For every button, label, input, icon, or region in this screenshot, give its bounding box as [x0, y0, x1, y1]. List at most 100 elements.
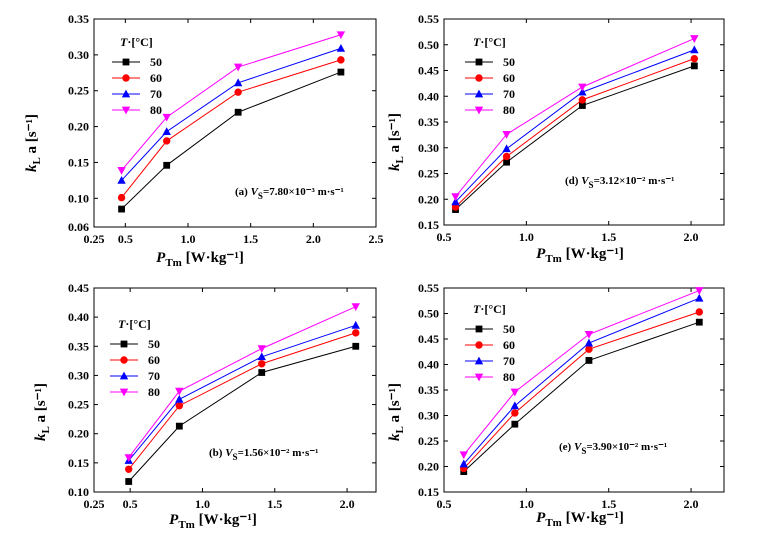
- data-point-60: [162, 137, 171, 145]
- legend-marker-60: [122, 74, 130, 82]
- data-point-70: [451, 197, 460, 206]
- legend-title: T·[°C]: [118, 317, 151, 331]
- series-line-60: [121, 59, 342, 198]
- data-point-80: [162, 113, 171, 122]
- data-point-50: [511, 420, 519, 428]
- y-tick-label: 0.30: [68, 368, 89, 382]
- data-point-70: [584, 338, 594, 347]
- legend-title: T·[°C]: [120, 35, 153, 49]
- y-tick-label: 0.30: [68, 48, 89, 62]
- data-point-70: [336, 44, 346, 52]
- series-line-60: [128, 332, 356, 470]
- legend-label-70: 70: [503, 354, 515, 368]
- x-tick-label: 2.0: [306, 232, 321, 246]
- data-point-80: [257, 345, 266, 354]
- data-point-80: [124, 454, 133, 463]
- y-tick-label: 0.35: [418, 383, 439, 397]
- series-line-50: [128, 345, 356, 482]
- data-point-80: [175, 387, 184, 396]
- y-tick-label: 0.35: [68, 12, 89, 26]
- data-point-50: [234, 108, 242, 116]
- x-tick-label: 0.5: [437, 497, 452, 511]
- legend-label-70: 70: [503, 87, 515, 101]
- y-tick-label: 0.25: [68, 84, 89, 98]
- chart-panel-b: 0.25 0.5 1.0 1.5 2.0 0.10 0.15 0.20 0.25 0.30 0.35…: [33, 281, 377, 531]
- series-line-60: [463, 311, 700, 469]
- data-point-50: [578, 102, 586, 109]
- data-point-70: [695, 293, 704, 302]
- legend: T·[°C] 50 60 70 80: [465, 302, 515, 384]
- x-tick-label: 1.0: [195, 497, 210, 511]
- y-tick-label: 0.55: [418, 281, 439, 295]
- series-line-80: [455, 38, 695, 197]
- data-point-80: [584, 331, 594, 339]
- legend-label-60: 60: [150, 71, 162, 85]
- legend-marker-60: [475, 74, 483, 82]
- y-tick-label: 0.15: [68, 456, 89, 470]
- legend-label-50: 50: [503, 55, 515, 69]
- y-tick-label: 0.40: [418, 358, 439, 372]
- data-point-60: [585, 345, 593, 353]
- x-tick-label: 1.5: [601, 497, 616, 511]
- series-line-70: [455, 49, 695, 203]
- x-tick-label: 1.0: [181, 232, 196, 246]
- plot-frame: [93, 287, 377, 493]
- data-point-70: [459, 459, 468, 468]
- y-tick-label: 0.20: [68, 120, 89, 134]
- legend-marker-60: [120, 356, 128, 364]
- series-line-60: [455, 58, 695, 208]
- data-point-70: [162, 127, 171, 136]
- data-point-60: [258, 360, 266, 368]
- legend-marker-50: [122, 58, 130, 66]
- data-point-80: [502, 130, 511, 139]
- panel-annotation: (e) VS=3.90×10⁻² m·s⁻¹: [559, 441, 667, 456]
- data-point-60: [352, 329, 360, 337]
- series-line-70: [121, 47, 342, 181]
- y-tick-label: 0.25: [418, 167, 439, 181]
- y-tick-label: 0.10: [68, 485, 89, 499]
- data-point-60: [117, 193, 126, 202]
- chart-panel-e: 0.5 1.0 1.5 2.0 0.15 0.20 0.25 0.30 0.35 0.40 0.45…: [387, 281, 725, 529]
- data-point-50: [585, 357, 593, 364]
- y-tick-label: 0.06: [68, 220, 89, 234]
- y-axis-label: kL a [s⁻¹]: [24, 114, 43, 172]
- legend-label-50: 50: [150, 55, 162, 69]
- data-point-80: [690, 35, 699, 43]
- x-tick-label: 1.0: [519, 230, 534, 244]
- y-axis-label: kL a [s⁻¹]: [33, 383, 52, 441]
- y-tick-label: 0.25: [68, 398, 89, 412]
- x-tick-label: 0.5: [123, 497, 138, 511]
- legend-marker-70: [121, 89, 131, 98]
- data-point-70: [351, 320, 360, 329]
- y-tick-label: 0.30: [418, 141, 439, 155]
- legend-marker-80: [474, 106, 484, 115]
- legend-label-50: 50: [148, 337, 160, 351]
- x-tick-label: 2.0: [684, 230, 699, 244]
- y-tick-label: 0.45: [418, 64, 439, 78]
- series-line-70: [128, 324, 356, 461]
- data-point-60: [511, 409, 519, 417]
- legend-label-80: 80: [503, 103, 515, 117]
- y-axis-label: kL a [s⁻¹]: [387, 383, 406, 441]
- x-tick-label: 2.0: [684, 497, 699, 511]
- legend: T·[°C] 50 60 70 80: [110, 317, 160, 399]
- data-point-80: [459, 451, 468, 460]
- plot-frame: [443, 287, 725, 493]
- series-line-80: [121, 34, 342, 171]
- legend: T·[°C] 50 60 70 80: [465, 35, 515, 117]
- legend-marker-60: [475, 341, 483, 349]
- data-point-50: [175, 422, 183, 430]
- legend-marker-70: [474, 356, 484, 365]
- data-point-60: [175, 402, 184, 410]
- y-tick-label: 0.45: [68, 281, 89, 295]
- legend-label-80: 80: [503, 370, 515, 384]
- legend-label-80: 80: [148, 385, 160, 399]
- y-tick-label: 0.50: [418, 307, 439, 321]
- legend-marker-80: [474, 373, 484, 382]
- legend-label-60: 60: [148, 353, 160, 367]
- data-point-60: [125, 465, 133, 473]
- legend-label-50: 50: [503, 322, 515, 336]
- data-point-60: [690, 54, 699, 63]
- data-point-60: [695, 308, 703, 316]
- y-tick-label: 0.15: [68, 155, 89, 169]
